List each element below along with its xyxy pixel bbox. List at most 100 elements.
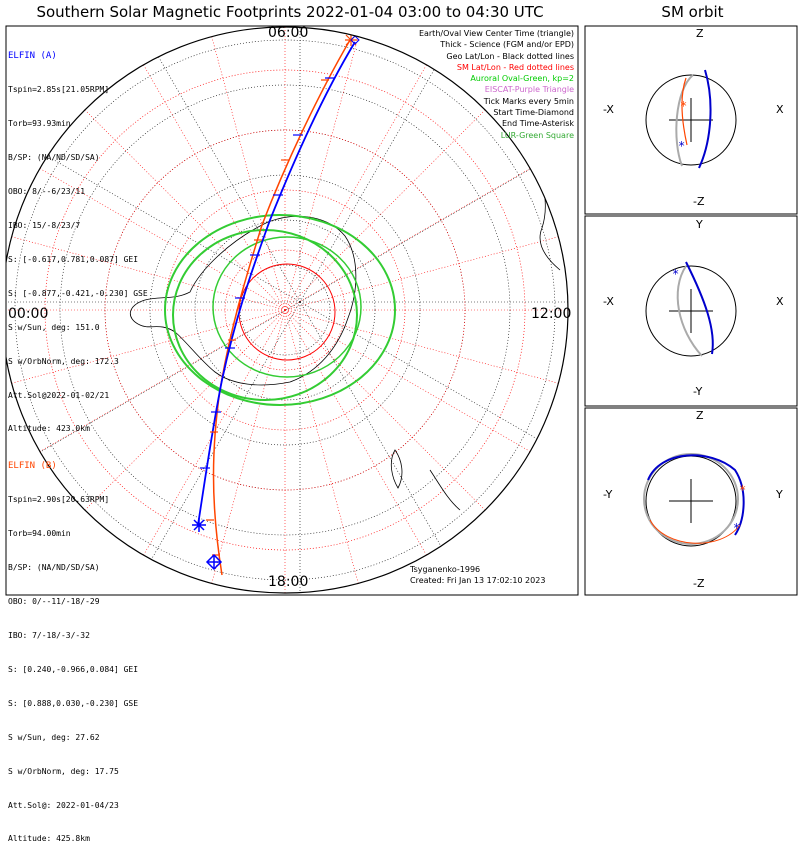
sm-lon-line [6, 232, 286, 311]
panel3-bottom-label: -Z [693, 577, 705, 590]
panel2-left-label: -X [603, 295, 614, 308]
coastline-fragment [429, 89, 561, 511]
elfin-a-line: S: [-0.617,0.781,0.087] GEI [8, 254, 139, 264]
panel2-right-label: X [776, 295, 784, 308]
page-title: Southern Solar Magnetic Footprints 2022-… [36, 3, 544, 21]
elfin-b-track [212, 39, 351, 576]
panel3-top-label: Z [696, 409, 704, 422]
sm-panel-2-earth [645, 265, 737, 357]
legend: Earth/Oval View Center Time (triangle) Th… [419, 28, 574, 141]
model-credit: Tsyganenko-1996 [410, 565, 481, 574]
panel3-right-label: Y [776, 488, 783, 501]
sm-panel-3-orbit-b [649, 519, 741, 544]
sm-lon-line [72, 97, 286, 311]
panel1-right-label: X [776, 103, 784, 116]
sm-lon-line [25, 159, 286, 311]
hour-label-left: 00:00 [8, 306, 49, 322]
elfin-a-name: ELFIN (A) [8, 50, 57, 61]
elfin-a-info: ELFIN (A) Tspin=2.85s[21.05RPM] Torb=93.… [8, 28, 148, 446]
elfin-b-line: S: [0.240,-0.966,0.084] GEI [8, 664, 139, 674]
sm-frame-3 [584, 407, 798, 596]
hour-label-right: 12:00 [531, 306, 572, 322]
elfin-a-end-asterisk [192, 518, 206, 532]
panel2-top-label: Y [696, 218, 703, 231]
panel1-top-label: Z [696, 27, 704, 40]
antarctica-outline [130, 215, 357, 386]
elfin-b-line: S w/OrbNorm, deg: 17.75 [8, 766, 119, 776]
elfin-b-line: S w/Sun, deg: 27.62 [8, 732, 100, 742]
geo-lon-line [139, 27, 301, 303]
sm-lon-line [284, 309, 568, 388]
sm-panel-2-orbit-gray [676, 265, 703, 357]
panel3-left-label: -Y [603, 488, 613, 501]
auroral-oval-inner [172, 229, 358, 401]
legend-item: SM Lat/Lon - Red dotted lines [456, 62, 574, 72]
sm-lon-line [284, 97, 498, 311]
sm-lon-line [284, 309, 436, 570]
elfin-b-line: S: [0.888,0.030,-0.230] GSE [8, 698, 139, 708]
elfin-a-line: S w/Sun, deg: 151.0 [8, 322, 100, 332]
auroral-oval-mid [212, 236, 362, 378]
sm-lon-line [72, 309, 286, 523]
legend-item: EISCAT-Purple Triangle [484, 85, 574, 95]
elfin-b-info: ELFIN (B) Tspin=2.90s[20.63RPM] Torb=94.… [8, 438, 138, 856]
sm-orbit-title: SM orbit [661, 3, 724, 21]
sm-lon-line [134, 50, 286, 311]
geo-lon-line [299, 27, 461, 303]
sm-panel-3-orbit-a [647, 454, 745, 536]
geo-lon-line [22, 141, 301, 303]
geo-lon-line [139, 301, 301, 580]
panel1-left-label: -X [603, 103, 614, 116]
footprint-plot: * * * * * [5, 25, 798, 596]
legend-item: Earth/Oval View Center Time (triangle) [418, 29, 574, 38]
auroral-oval-outer [164, 214, 396, 406]
elfin-a-line: Altitude: 423.0km [8, 424, 90, 434]
geo-lon-line [22, 301, 301, 463]
panel1-bottom-label: -Z [693, 195, 705, 208]
legend-item: Tick Marks every 5min [483, 96, 574, 106]
elfin-a-line: IBO: 15/-8/23/7 [8, 221, 81, 231]
sm-panel-2-orbit-a [685, 261, 714, 355]
created-credit: Created: Fri Jan 13 17:02:10 2023 [410, 576, 546, 585]
sm-pole-circle [238, 263, 336, 361]
elfin-b-line: Altitude: 425.8km [8, 834, 90, 844]
elfin-a-line: OBO: 8/--6/23/11 [8, 187, 86, 197]
sm-panel-1-asterisk-b: * [680, 99, 687, 113]
legend-item: LUR-Green Square [500, 130, 574, 140]
elfin-b-line: Torb=94.00min [8, 529, 71, 539]
elfin-a-line: Torb=93.93min [8, 119, 71, 129]
sm-panel-3-asterisk: * [733, 521, 740, 535]
legend-item: Thick - Science (FGM and/or EPD) [440, 40, 574, 50]
sm-lon-line [284, 309, 498, 523]
sm-lon-line [207, 27, 286, 311]
elfin-b-name: ELFIN (B) [8, 460, 57, 471]
sm-panel-1-orbit-b [681, 77, 688, 146]
hour-label-bottom: 18:00 [268, 574, 309, 590]
elfin-a-line: B/SP: (NA/ND/SD/SA) [8, 153, 100, 163]
sm-lon-line [284, 27, 363, 311]
sm-lon-line [284, 309, 363, 593]
sm-lon-line [25, 309, 286, 461]
sm-panel-1-orbit-gray [675, 74, 694, 167]
legend-item: Geo Lat/Lon - Black dotted lines [446, 51, 574, 61]
sm-lon-line [284, 309, 545, 461]
credits: Tsyganenko-1996 Created: Fri Jan 13 17:0… [410, 564, 545, 586]
sm-lon-line [284, 50, 436, 311]
elfin-b-line: Tspin=2.90s[20.63RPM] [8, 495, 110, 505]
elfin-a-line: Tspin=2.85s[21.05RPM] [8, 85, 110, 95]
sm-panel-2-asterisk: * [672, 267, 679, 281]
sm-lon-line [6, 309, 286, 388]
sm-panel-1-orbit-a [698, 69, 712, 169]
sm-panel-1-earth [645, 74, 737, 166]
elfin-a-start-marker [350, 35, 360, 45]
elfin-a-track [197, 41, 356, 526]
polar-boundary [6, 26, 569, 594]
elfin-a-line: S: [-0.877,-0.421,-0.230] GSE [8, 288, 148, 298]
geo-lon-line [299, 301, 568, 463]
sm-lon-line [284, 232, 568, 311]
main-frame [5, 25, 579, 596]
hour-label-top: 06:00 [268, 25, 309, 41]
elfin-b-line: IBO: 7/-18/-3/-32 [8, 631, 90, 641]
legend-item: Start Time-Diamond [493, 108, 574, 118]
elfin-b-line: B/SP: (NA/ND/SD/SA) [8, 563, 100, 573]
